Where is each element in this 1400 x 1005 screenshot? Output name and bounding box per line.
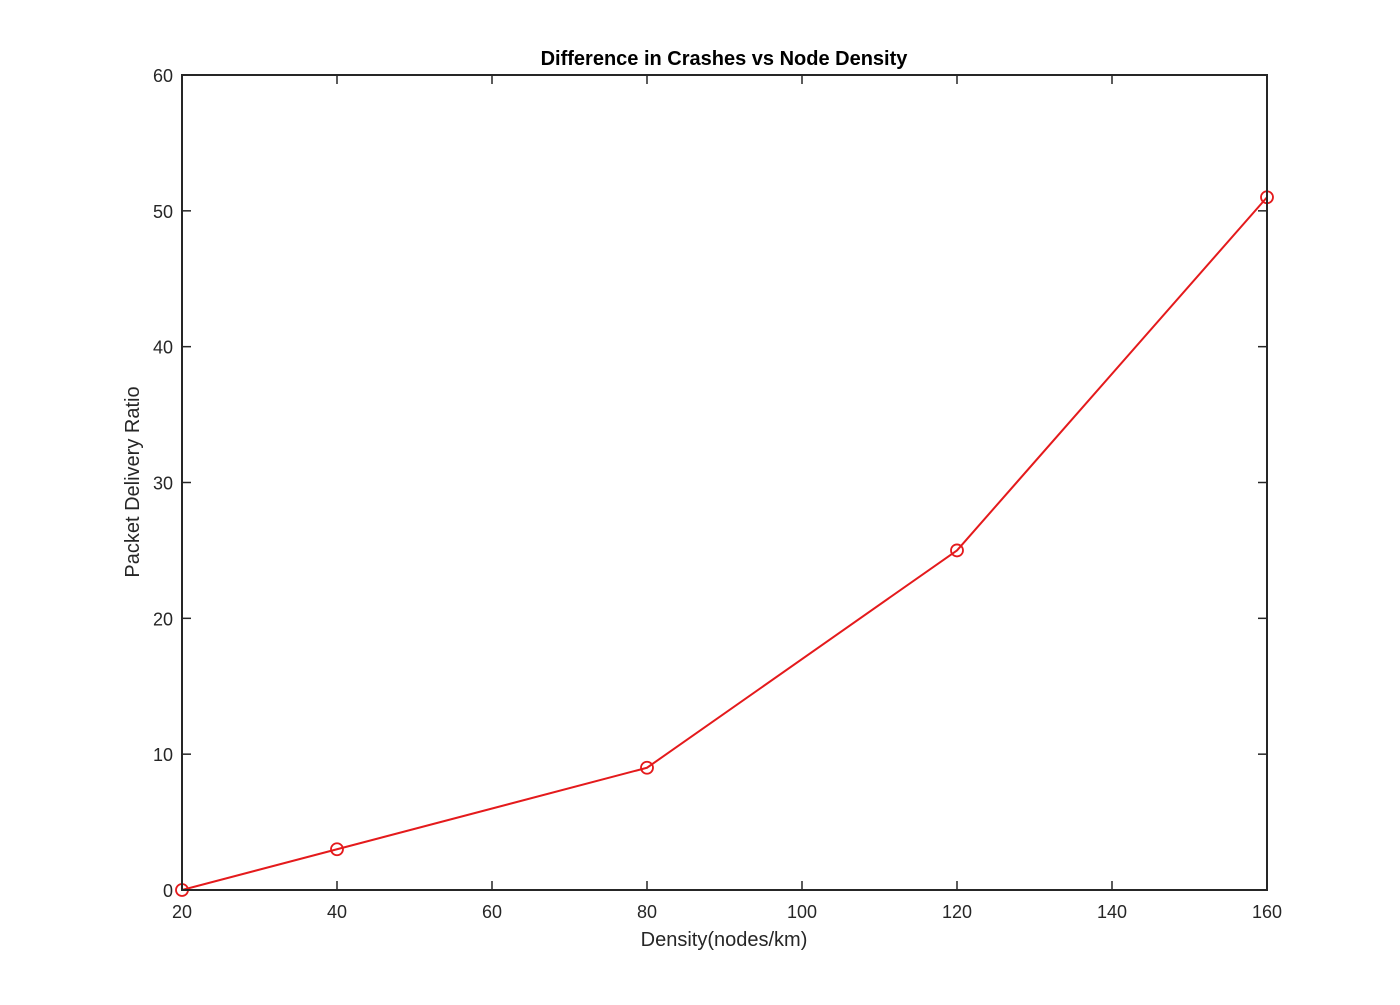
chart-title: Difference in Crashes vs Node Density bbox=[541, 48, 909, 70]
ticks-layer: 20 40 60 80 100 120 140 160 0 10 20 30 40 50 60 bbox=[153, 66, 1282, 922]
x-tick-label: 40 bbox=[327, 902, 347, 922]
x-tick-label: 60 bbox=[482, 902, 502, 922]
y-axis-label: Packet Delivery Ratio bbox=[122, 386, 144, 577]
y-tick-label: 40 bbox=[153, 338, 173, 358]
x-axis-label: Density(nodes/km) bbox=[641, 929, 808, 951]
x-tick-label: 20 bbox=[172, 902, 192, 922]
y-tick-label: 30 bbox=[153, 474, 173, 494]
x-tick-label: 80 bbox=[637, 902, 657, 922]
x-tick-label: 160 bbox=[1252, 902, 1282, 922]
plot-area-frame bbox=[181, 74, 1268, 891]
series-layer bbox=[175, 190, 1274, 897]
x-tick-label: 120 bbox=[942, 902, 972, 922]
data-point-marker bbox=[330, 842, 344, 857]
x-tick-label: 140 bbox=[1097, 902, 1127, 922]
x-tick-label: 100 bbox=[787, 902, 817, 922]
data-point-marker bbox=[950, 543, 964, 558]
y-tick-label: 20 bbox=[153, 609, 173, 629]
data-point-marker bbox=[640, 760, 654, 775]
y-tick-label: 60 bbox=[153, 66, 173, 86]
y-tick-label: 0 bbox=[163, 881, 173, 901]
series-line bbox=[181, 196, 1268, 891]
y-tick-label: 50 bbox=[153, 202, 173, 222]
y-tick-label: 10 bbox=[153, 745, 173, 765]
